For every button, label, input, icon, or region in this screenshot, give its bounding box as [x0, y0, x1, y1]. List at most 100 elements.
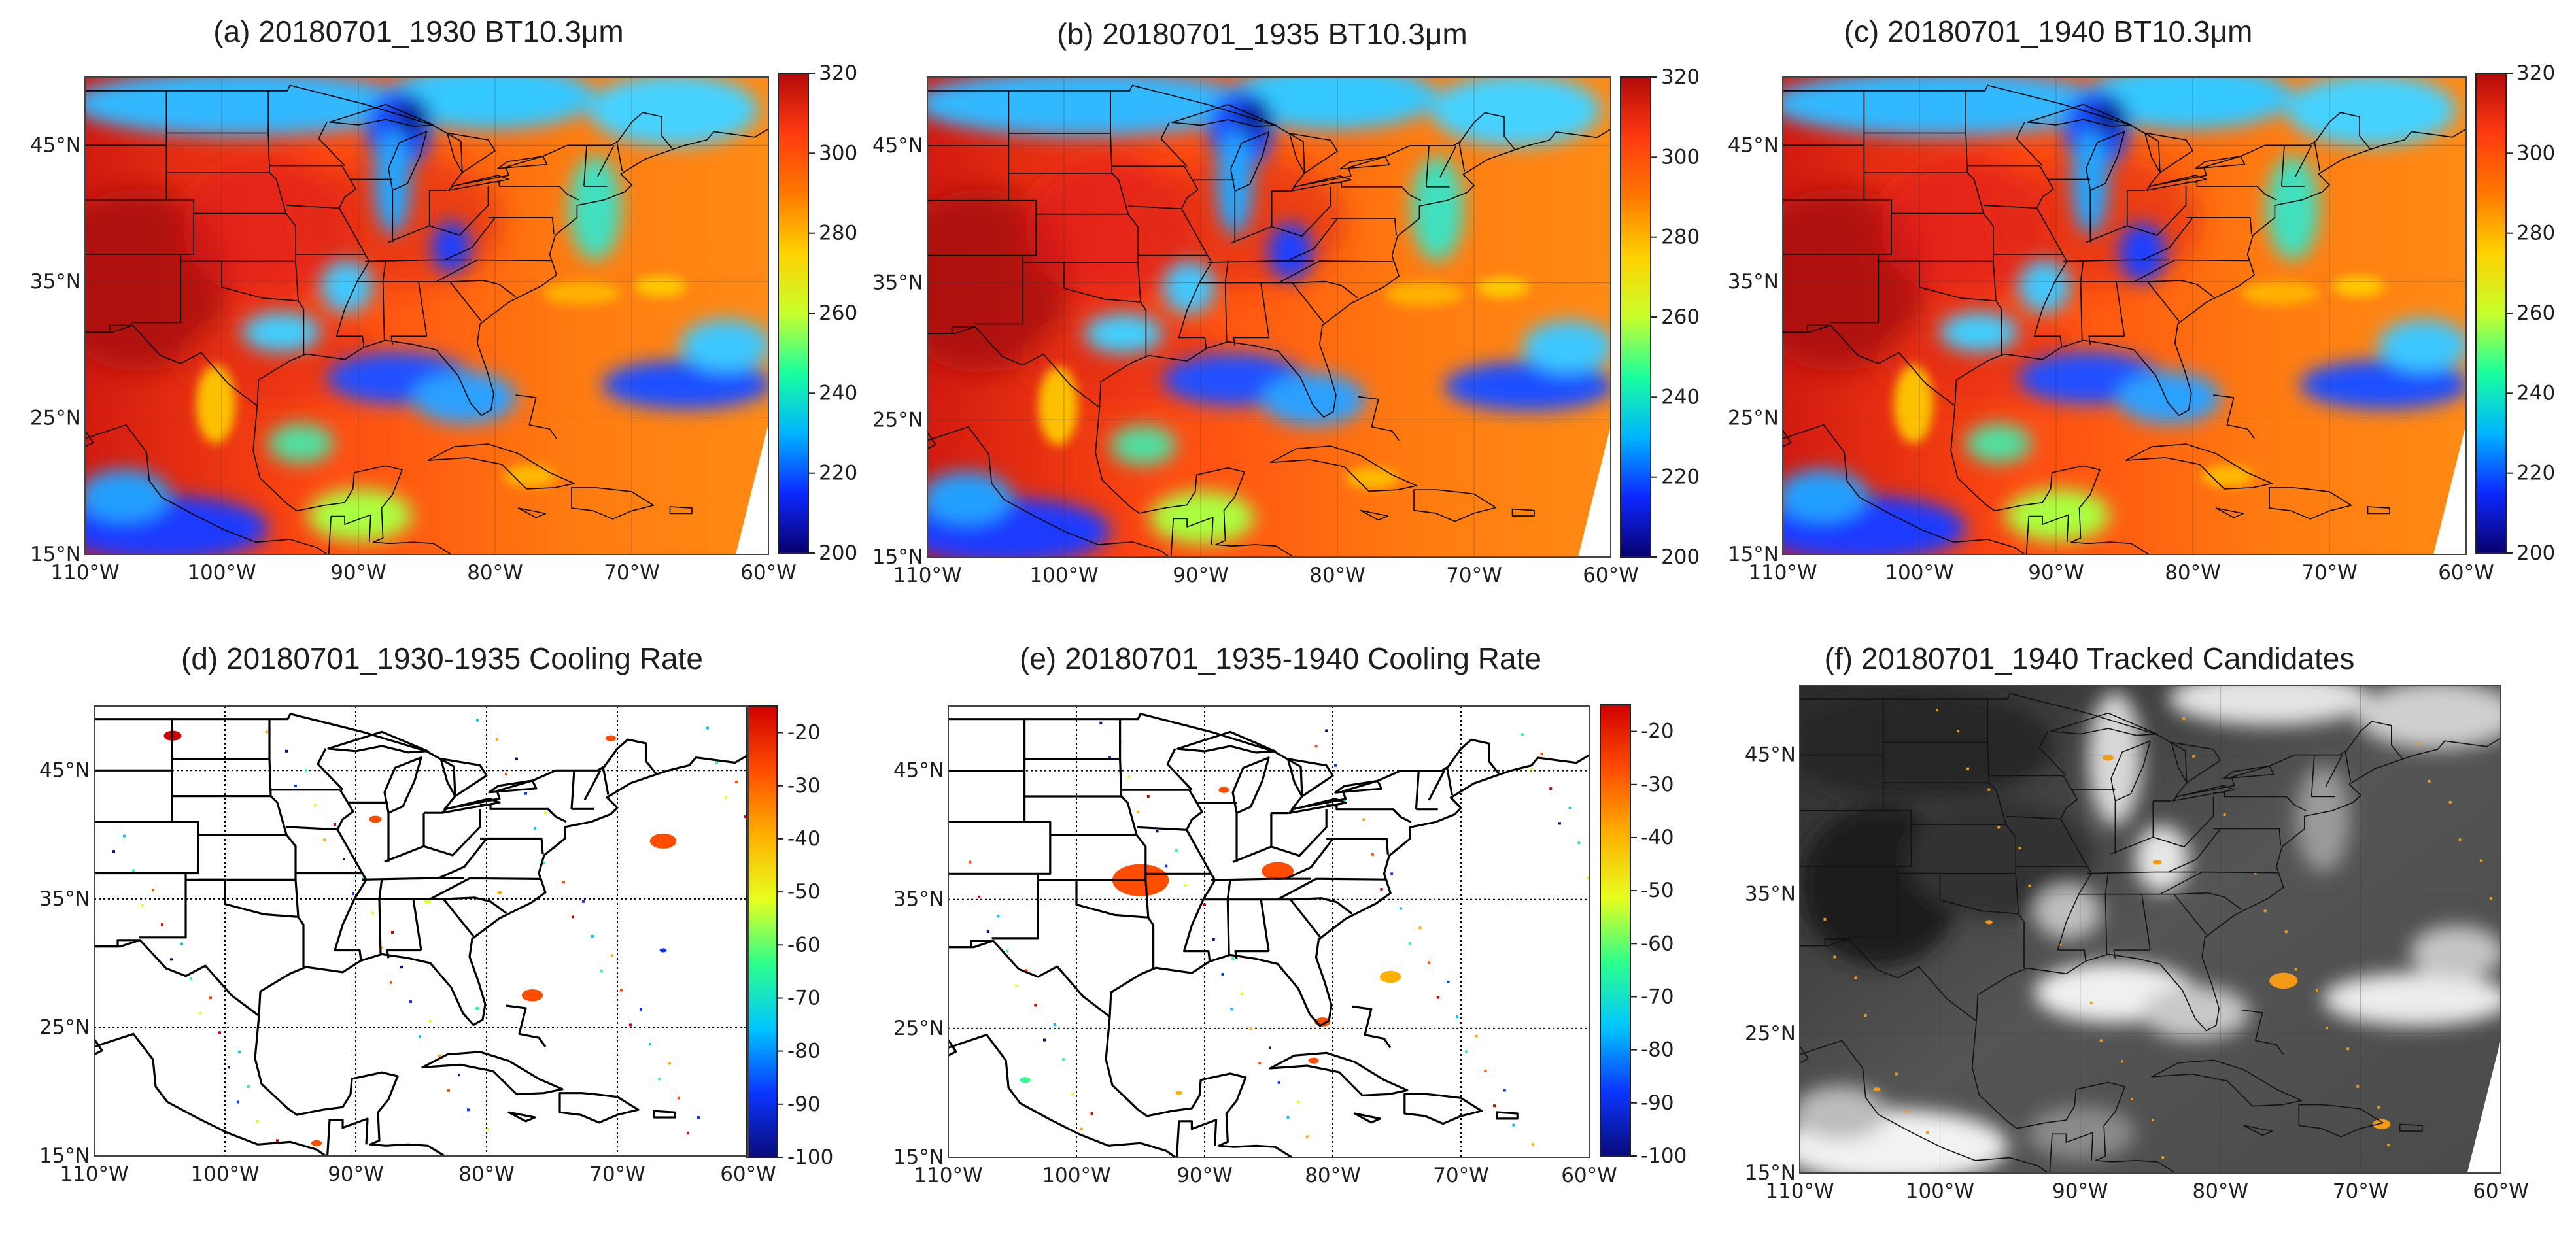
state-border: [1160, 122, 1188, 167]
colorbar-e-label: -100: [1641, 1144, 1687, 1168]
speckle: [1987, 788, 1991, 791]
state-border: [2173, 894, 2207, 935]
state-border: [927, 326, 976, 334]
state-border: [1180, 165, 1199, 209]
panel-a-xtick: 90°W: [330, 561, 386, 585]
speckle: [2458, 838, 2462, 841]
state-border: [2025, 514, 2069, 554]
state-border: [286, 205, 339, 209]
panel-d-xtick: 60°W: [720, 1163, 776, 1186]
speckle: [1334, 764, 1337, 767]
speckle: [1230, 1008, 1233, 1011]
state-border: [1428, 770, 1445, 801]
state-border: [2033, 207, 2068, 348]
colorbar-d-label: -90: [787, 1093, 821, 1116]
state-border: [2142, 217, 2193, 261]
state-border: [2295, 144, 2312, 177]
colorbar-b-label: 200: [1661, 545, 1700, 569]
state-border: [94, 713, 658, 810]
speckle: [1249, 1027, 1252, 1030]
state-border: [338, 165, 356, 209]
colorbar-d-label: -60: [787, 933, 821, 957]
speckle: [1408, 942, 1411, 945]
panel-c-xtick: 70°W: [2301, 561, 2358, 585]
coastline-baja: [94, 1038, 103, 1056]
speckle: [1904, 1110, 1908, 1113]
panel-c-xtick: 90°W: [2028, 561, 2084, 585]
panel-c-overlay: 110°W 100°W 90°W 80°W 70°W 60°W 45°N 35°N 25°N 15…: [1728, 61, 2555, 585]
speckle: [1587, 876, 1589, 879]
panel-a-xtick: 80°W: [467, 561, 523, 585]
coastline: [1783, 128, 2466, 416]
speckle: [620, 989, 623, 992]
island: [421, 1051, 564, 1096]
state-border: [2310, 755, 2315, 797]
speckle: [1277, 1081, 1280, 1084]
panel-b: (b) 20180701_1935 BT10.3μm: [927, 17, 1611, 557]
speckle: [1080, 1127, 1083, 1130]
state-border: [1119, 719, 1155, 968]
speckle: [2316, 989, 2318, 992]
panel-b-xtick: 100°W: [1029, 564, 1098, 587]
state-border: [2054, 259, 2249, 282]
panel-d-ytick: 35°N: [39, 887, 90, 911]
panel-c-frame: [1782, 76, 2467, 555]
colorbar-d-label: -70: [787, 987, 821, 1010]
speckle: [228, 1066, 230, 1069]
island: [1360, 509, 1389, 521]
feature-cell: [1218, 787, 1229, 793]
state-border: [2344, 751, 2352, 782]
speckle: [1371, 853, 1374, 856]
speckle: [1231, 957, 1235, 960]
state-border: [602, 766, 610, 795]
lake: [327, 730, 429, 754]
speckle: [1025, 969, 1028, 972]
speckle: [534, 826, 536, 830]
speckle: [323, 838, 326, 841]
state-border: [1260, 899, 1270, 951]
state-border: [430, 896, 507, 914]
island-chain: [1352, 1005, 1392, 1049]
coastline-yucatan: [1095, 407, 1294, 557]
speckle: [1823, 917, 1827, 921]
speckle: [1203, 903, 1206, 906]
panel-f-xtick: 110°W: [1765, 1180, 1834, 1203]
state-border: [267, 90, 305, 354]
feature-cell: [369, 815, 382, 823]
state-border: [1878, 260, 1997, 301]
island: [2243, 1125, 2273, 1136]
panel-d-ytick: 25°N: [39, 1015, 90, 1039]
lake: [2110, 740, 2151, 802]
panel-d-overlay: 110°W 100°W 90°W 80°W 70°W 60°W 45°N 35°N 25°N 15…: [39, 705, 833, 1186]
speckle: [1240, 992, 1243, 995]
state-border: [1415, 770, 1420, 809]
panel-f-ytick: 15°N: [1745, 1161, 1796, 1185]
state-border: [1965, 90, 2002, 354]
state-border: [318, 122, 345, 167]
panel-d-geo: [94, 706, 748, 1156]
speckle: [1464, 1050, 1468, 1053]
panel-d-ytick: 15°N: [39, 1144, 90, 1168]
colorbar-c-label: 200: [2516, 541, 2555, 565]
state-border: [1234, 950, 1269, 959]
speckle: [1447, 980, 1450, 983]
speckle: [2254, 872, 2257, 875]
colorbar-c-label: 260: [2516, 301, 2555, 325]
state-border: [1260, 282, 1270, 338]
speckle: [1833, 955, 1836, 959]
state-border: [1023, 262, 1141, 303]
colorbar-a-label: 300: [819, 141, 857, 165]
speckle: [1184, 884, 1187, 887]
speckle: [1212, 938, 1215, 941]
colorbar-e-label: -50: [1641, 879, 1674, 902]
island: [2125, 443, 2273, 490]
state-border: [365, 259, 472, 262]
speckle: [2121, 1060, 2123, 1063]
island: [558, 1092, 640, 1124]
speckle: [1221, 973, 1224, 976]
panel-f-ytick: 25°N: [1745, 1022, 1796, 1045]
island: [1269, 445, 1417, 492]
speckle: [1966, 767, 1970, 770]
speckle: [687, 1131, 689, 1134]
lake: [1290, 175, 1352, 192]
